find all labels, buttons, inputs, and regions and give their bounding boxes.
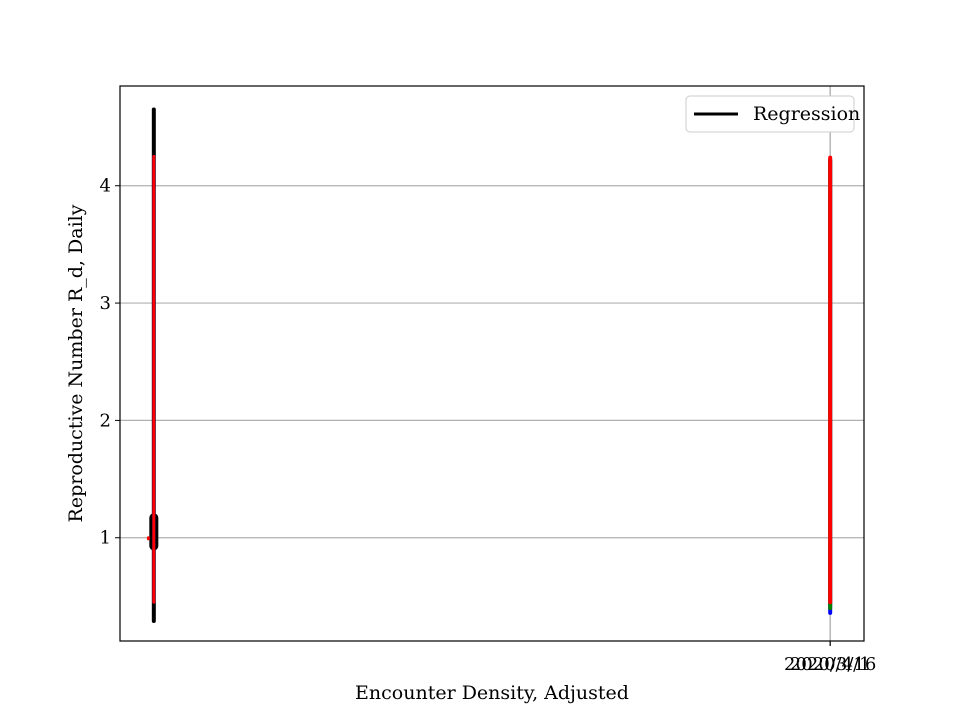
legend-label-regression: Regression bbox=[753, 103, 860, 125]
y-axis-label: Reproductive Number R_d, Daily bbox=[65, 204, 87, 522]
legend: Regression bbox=[685, 95, 860, 133]
x-tick-label: 2020/3/16 bbox=[784, 654, 876, 675]
plot-frame bbox=[119, 85, 865, 642]
x-axis-label: Encounter Density, Adjusted bbox=[355, 682, 629, 704]
y-tick-label: 3 bbox=[100, 293, 111, 314]
data-series bbox=[146, 107, 833, 624]
legend-box bbox=[685, 95, 855, 133]
y-tick-label: 2 bbox=[100, 410, 111, 431]
y-tick-label: 1 bbox=[100, 528, 111, 549]
x-tick-label: 2020/4/1 bbox=[790, 654, 871, 675]
grid-lines bbox=[120, 86, 864, 641]
y-tick-label: 4 bbox=[100, 176, 111, 197]
